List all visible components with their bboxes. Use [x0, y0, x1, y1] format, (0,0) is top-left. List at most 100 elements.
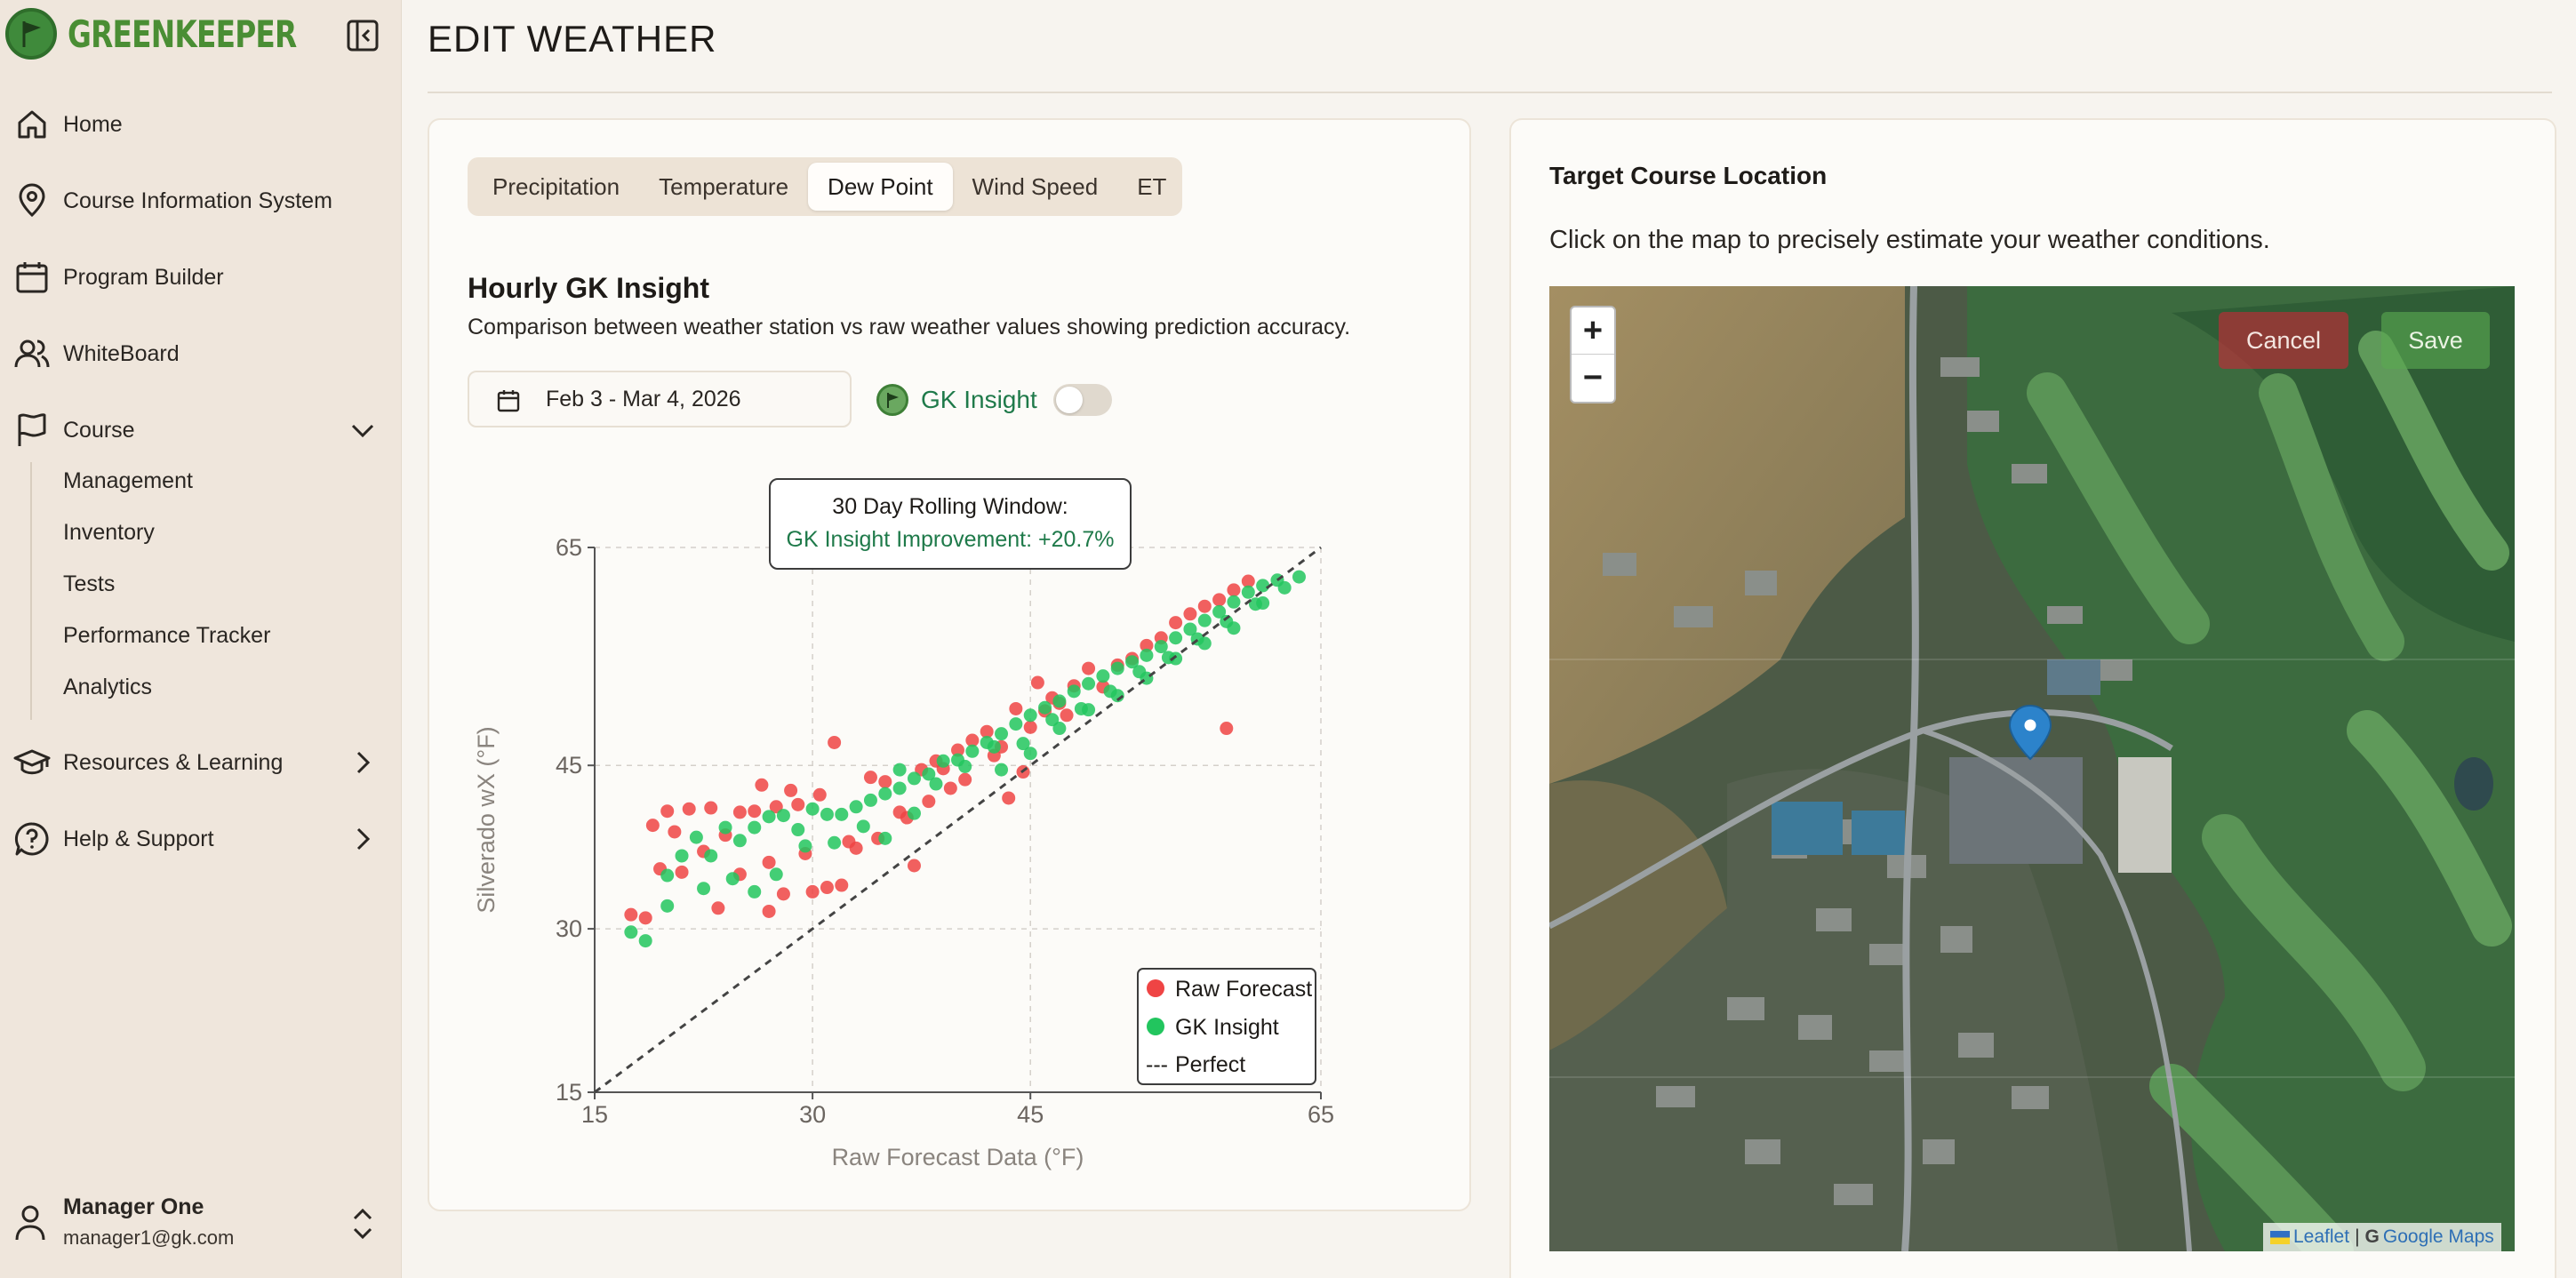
gk-insight-point [732, 834, 747, 848]
raw-forecast-point [1030, 675, 1044, 690]
gk-insight-point [805, 802, 820, 816]
gk-insight-point [1009, 717, 1023, 731]
satellite-map[interactable] [1549, 286, 2515, 1251]
gk-insight-point [1140, 648, 1154, 662]
legend-gk-insight-swatch [1147, 1018, 1164, 1035]
gk-insight-point [856, 819, 870, 834]
sidebar-item-course[interactable]: Course [0, 403, 402, 457]
sidebar-item-help-support[interactable]: Help & Support [0, 812, 402, 866]
gk-insight-point [1169, 651, 1183, 666]
sidebar-item-label: Help & Support [63, 826, 214, 851]
flag-icon [18, 413, 46, 446]
gk-insight-point [878, 787, 892, 801]
gk-insight-label: GK Insight [921, 386, 1037, 413]
gk-insight-point [1038, 700, 1052, 715]
tab-precipitation[interactable]: Precipitation [492, 172, 620, 200]
raw-forecast-point [645, 819, 660, 833]
cancel-button[interactable]: Cancel [2219, 312, 2348, 369]
sidebar-item-label: Course [63, 417, 135, 443]
tab-et[interactable]: ET [1137, 172, 1167, 200]
sidebar-subitem-inventory[interactable]: Inventory [63, 519, 155, 545]
location-title: Target Course Location [1549, 162, 1828, 189]
google-g-icon: G [2364, 1226, 2380, 1247]
tab-dew-point[interactable]: Dew Point [808, 163, 953, 211]
leaflet-link[interactable]: Leaflet [2293, 1226, 2350, 1247]
chevron-right-icon[interactable] [345, 821, 380, 857]
raw-forecast-point [660, 804, 675, 819]
zoom-in-button[interactable]: + [1572, 308, 1614, 355]
raw-forecast-point [1009, 701, 1023, 715]
date-range-value: Feb 3 - Mar 4, 2026 [546, 386, 741, 411]
gk-insight-point [1227, 595, 1241, 609]
gk-insight-point [1197, 636, 1212, 651]
raw-forecast-point [668, 825, 682, 839]
sidebar-item-home[interactable]: Home [0, 98, 402, 151]
user-menu[interactable]: Manager One manager1@gk.com [0, 1178, 402, 1266]
chevrons-up-down-icon[interactable] [345, 1204, 380, 1243]
user-icon [15, 1205, 45, 1241]
gk-insight-point [835, 807, 849, 821]
sidebar-item-label: Resources & Learning [63, 749, 284, 775]
raw-forecast-point [1023, 720, 1037, 734]
legend-gk-insight-label: GK Insight [1175, 1015, 1279, 1040]
gk-insight-point [624, 925, 638, 939]
raw-forecast-point [951, 743, 964, 757]
rolling-window-tooltip: 30 Day Rolling Window: GK Insight Improv… [769, 478, 1132, 570]
raw-forecast-point [791, 797, 805, 811]
tab-wind-speed[interactable]: Wind Speed [972, 172, 1099, 200]
save-button[interactable]: Save [2381, 312, 2490, 369]
sidebar-item-whiteboard[interactable]: WhiteBoard [0, 327, 402, 380]
chevron-down-icon[interactable] [345, 412, 380, 448]
location-description: Click on the map to precisely estimate y… [1549, 226, 2270, 254]
gk-insight-point [965, 744, 980, 758]
gk-insight-point [1082, 703, 1096, 717]
date-range-picker[interactable]: Feb 3 - Mar 4, 2026 [468, 371, 852, 427]
brand[interactable]: GREENKEEPER [5, 5, 361, 62]
raw-forecast-point [704, 801, 718, 815]
sidebar-subitem-analytics[interactable]: Analytics [63, 674, 153, 699]
sidebar-item-resources-learning[interactable]: Resources & Learning [0, 736, 402, 789]
raw-forecast-point [842, 835, 856, 849]
chevron-right-icon[interactable] [345, 745, 380, 780]
gk-insight-point [987, 739, 1001, 754]
legend-raw-forecast-label: Raw Forecast [1175, 977, 1312, 1002]
raw-forecast-point [922, 795, 936, 809]
brand-name: GREENKEEPER [68, 12, 297, 56]
y-tick-label: 65 [556, 534, 582, 561]
gk-insight-point [638, 934, 652, 948]
sidebar-subitem-performance-tracker[interactable]: Performance Tracker [63, 622, 271, 648]
tab-temperature[interactable]: Temperature [659, 172, 789, 200]
sidebar-subitem-tests[interactable]: Tests [63, 571, 116, 596]
gk-insight-point [1016, 737, 1030, 751]
weather-tabs: Precipitation Temperature Dew Point Wind… [468, 157, 1182, 216]
raw-forecast-point [1212, 593, 1227, 607]
gk-insight-point [936, 754, 950, 768]
gk-insight-point [1082, 676, 1096, 691]
google-maps-link[interactable]: Google Maps [2382, 1226, 2494, 1247]
collapse-sidebar-icon[interactable] [345, 18, 380, 53]
map-zoom-control: + − [1570, 306, 1616, 403]
gk-insight-point [791, 823, 805, 837]
gk-insight-point [828, 835, 842, 850]
sidebar-item-program-builder[interactable]: Program Builder [0, 251, 402, 304]
gk-insight-point [660, 899, 675, 913]
gk-insight-toggle-group: GK Insight [876, 378, 1112, 422]
map-pin-icon [19, 183, 45, 218]
satellite-imagery [1549, 286, 2515, 1251]
raw-forecast-point [776, 887, 790, 901]
raw-forecast-point [748, 804, 762, 819]
gk-insight-point [1277, 580, 1292, 595]
gk-insight-point [748, 884, 762, 899]
y-tick-label: 45 [556, 752, 582, 779]
sidebar-item-course-information-system[interactable]: Course Information System [0, 174, 402, 228]
gk-insight-point [863, 793, 877, 807]
raw-forecast-point [980, 724, 994, 739]
zoom-out-button[interactable]: − [1582, 359, 1604, 396]
gk-insight-point [907, 806, 921, 820]
gk-insight-toggle[interactable] [1052, 384, 1112, 416]
users-icon [14, 339, 50, 368]
y-axis-title: Silverado wX (°F) [473, 726, 500, 913]
sidebar-subitem-management[interactable]: Management [63, 467, 193, 493]
x-tick-label: 65 [1308, 1101, 1334, 1128]
gk-insight-point [1227, 621, 1241, 635]
